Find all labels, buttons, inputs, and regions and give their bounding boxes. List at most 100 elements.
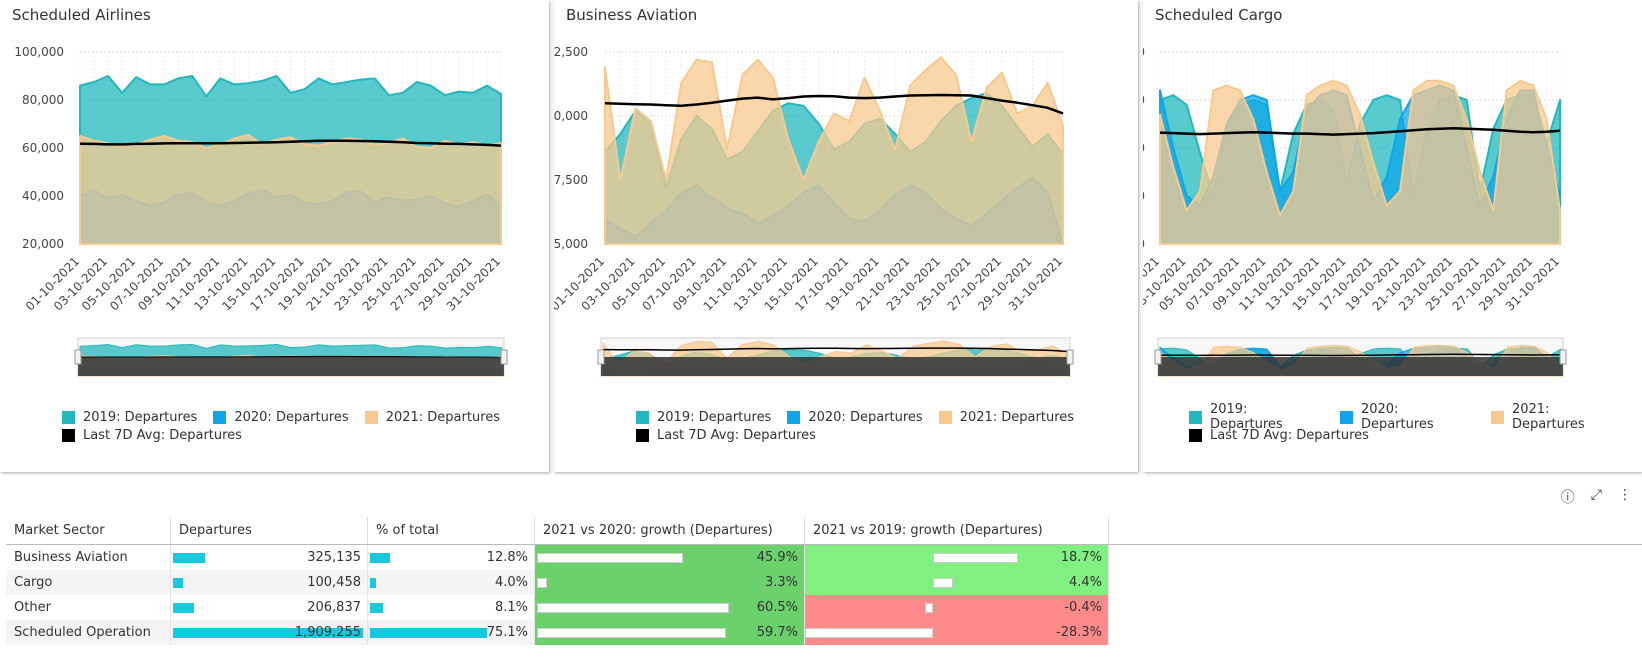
cell-growth-2019: 4.4% bbox=[805, 570, 1109, 595]
legend-swatch bbox=[62, 410, 75, 424]
growth-value: 18.7% bbox=[1060, 550, 1102, 565]
legend-item-2020[interactable]: 2020: Departures bbox=[1340, 402, 1475, 432]
legend-swatch bbox=[636, 410, 649, 424]
table-row[interactable]: Other 206,837 8.1% 60.5% -0.4% bbox=[6, 595, 1109, 620]
y-tick-label: 2,000 bbox=[1143, 189, 1145, 203]
table-row[interactable]: Cargo 100,458 4.0% 3.3% 4.4% bbox=[6, 570, 1109, 595]
y-tick-label: 80,000 bbox=[22, 93, 64, 107]
navigator-handle-left bbox=[597, 349, 605, 365]
column-header-growth-2020[interactable]: 2021 vs 2020: growth (Departures) bbox=[535, 517, 805, 544]
chart-title: Business Aviation bbox=[566, 6, 698, 24]
navigator-handle-left bbox=[1154, 349, 1162, 365]
y-tick-label: 1,000 bbox=[1143, 237, 1145, 251]
navigator-handle-left bbox=[74, 349, 82, 365]
legend-swatch bbox=[938, 410, 952, 424]
legend-item-2021[interactable]: 2021: Departures bbox=[938, 410, 1074, 425]
y-tick-label: 100,000 bbox=[14, 45, 64, 59]
legend-item-2021[interactable]: 2021: Departures bbox=[1491, 402, 1626, 432]
pct-value: 4.0% bbox=[494, 575, 528, 590]
cell-departures: 100,458 bbox=[171, 570, 368, 595]
growth-value: 4.4% bbox=[1068, 575, 1102, 590]
growth-bar bbox=[805, 628, 933, 638]
more-options-icon[interactable]: ⋮ bbox=[1618, 487, 1632, 503]
growth-value: 3.3% bbox=[764, 575, 798, 590]
cell-pct-total: 12.8% bbox=[368, 545, 535, 570]
table-row[interactable]: Business Aviation 325,135 12.8% 45.9% 18.7% bbox=[6, 545, 1109, 570]
legend-item-2019[interactable]: 2019: Departures bbox=[1189, 402, 1324, 432]
y-tick-label: 4,000 bbox=[1143, 93, 1145, 107]
data-bar bbox=[173, 578, 183, 588]
growth-bar bbox=[537, 603, 729, 613]
departures-value: 1,909,255 bbox=[294, 625, 361, 640]
navigator-mask bbox=[78, 357, 504, 376]
navigator-mask bbox=[601, 357, 1070, 376]
y-tick-label: 7,500 bbox=[554, 173, 588, 187]
growth-bar bbox=[537, 578, 548, 588]
legend-item-avg[interactable]: Last 7D Avg: Departures bbox=[62, 428, 242, 443]
series-avg-line bbox=[604, 93, 1064, 115]
market-sector-table: Market Sector Departures % of total 2021… bbox=[6, 517, 1642, 645]
legend-item-2021[interactable]: 2021: Departures bbox=[364, 410, 500, 425]
cell-growth-2020: 3.3% bbox=[535, 570, 805, 595]
chart-title: Scheduled Airlines bbox=[12, 6, 151, 24]
legend-item-2019[interactable]: 2019: Departures bbox=[62, 410, 197, 425]
legend-swatch bbox=[636, 428, 649, 442]
data-bar bbox=[173, 628, 363, 638]
navigator-handle-right bbox=[500, 349, 508, 365]
area-chart-business-aviation[interactable]: 12,50010,0007,5005,00001-10-202103-10-20… bbox=[554, 0, 1138, 472]
expand-icon[interactable]: ⤢ bbox=[1590, 487, 1602, 503]
navigator-avg-line bbox=[1159, 353, 1562, 357]
y-tick-label: 20,000 bbox=[22, 237, 64, 251]
data-bar bbox=[173, 553, 206, 563]
legend-item-2020[interactable]: 2020: Departures bbox=[213, 410, 349, 425]
navigator-avg-line bbox=[602, 347, 1069, 353]
legend-item-avg[interactable]: Last 7D Avg: Departures bbox=[1189, 428, 1369, 443]
cell-market-sector: Cargo bbox=[6, 570, 171, 595]
navigator-mask bbox=[1158, 357, 1563, 376]
table-body: Business Aviation 325,135 12.8% 45.9% 18.7% C… bbox=[6, 545, 1642, 645]
table-header: Market Sector Departures % of total 2021… bbox=[6, 517, 1642, 545]
area-chart-scheduled-cargo[interactable]: 5,0004,0003,0002,0001,00001-10-202103-10… bbox=[1143, 0, 1642, 472]
chart-legend: 2019: Departures 2020: Departures 2021: … bbox=[62, 408, 516, 444]
cell-growth-2020: 59.7% bbox=[535, 620, 805, 645]
data-bar bbox=[173, 603, 194, 613]
cell-pct-total: 75.1% bbox=[368, 620, 535, 645]
cell-departures: 1,909,255 bbox=[171, 620, 368, 645]
legend-swatch bbox=[62, 428, 75, 442]
growth-bar bbox=[933, 553, 1018, 563]
pct-value: 8.1% bbox=[494, 600, 528, 615]
y-tick-label: 5,000 bbox=[1143, 45, 1145, 59]
cell-pct-total: 4.0% bbox=[368, 570, 535, 595]
growth-bar bbox=[537, 553, 683, 563]
chart-title: Scheduled Cargo bbox=[1155, 6, 1283, 24]
data-bar bbox=[370, 578, 377, 588]
column-header-pct-total[interactable]: % of total bbox=[368, 517, 535, 544]
y-tick-label: 12,500 bbox=[554, 45, 588, 59]
pct-value: 12.8% bbox=[486, 550, 528, 565]
legend-item-2020[interactable]: 2020: Departures bbox=[787, 410, 923, 425]
chart-panel-scheduled-airlines: Scheduled Airlines 100,000 80,000 60,000 40… bbox=[0, 0, 549, 472]
data-bar bbox=[370, 553, 390, 563]
departures-value: 325,135 bbox=[307, 550, 361, 565]
cell-growth-2019: -28.3% bbox=[805, 620, 1109, 645]
y-tick-label: 3,000 bbox=[1143, 141, 1145, 155]
column-header-growth-2019[interactable]: 2021 vs 2019: growth (Departures) bbox=[805, 517, 1109, 544]
column-header-departures[interactable]: Departures bbox=[171, 517, 368, 544]
cell-growth-2020: 60.5% bbox=[535, 595, 805, 620]
cell-market-sector: Other bbox=[6, 595, 171, 620]
legend-item-avg[interactable]: Last 7D Avg: Departures bbox=[636, 428, 816, 443]
table-row[interactable]: Scheduled Operation 1,909,255 75.1% 59.7% -2… bbox=[6, 620, 1109, 645]
cell-growth-2019: 18.7% bbox=[805, 545, 1109, 570]
series-2021-area bbox=[1159, 79, 1561, 245]
legend-item-2019[interactable]: 2019: Departures bbox=[636, 410, 771, 425]
legend-swatch bbox=[213, 410, 227, 424]
column-header-market-sector[interactable]: Market Sector bbox=[6, 517, 171, 544]
table-toolbar: ⓘ ⤢ ⋮ bbox=[1561, 487, 1632, 507]
cell-departures: 206,837 bbox=[171, 595, 368, 620]
growth-value: 60.5% bbox=[756, 600, 798, 615]
growth-bar bbox=[925, 603, 933, 613]
info-icon[interactable]: ⓘ bbox=[1560, 490, 1575, 506]
departures-value: 206,837 bbox=[307, 600, 361, 615]
area-chart-scheduled-airlines[interactable]: 100,00080,00060,00040,00020,00001-10-202… bbox=[0, 0, 549, 472]
pct-value: 75.1% bbox=[486, 625, 528, 640]
